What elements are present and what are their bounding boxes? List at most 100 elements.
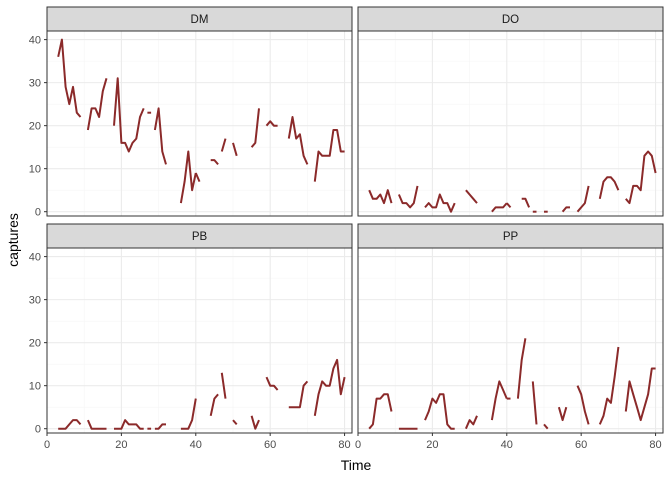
series-line-segment: [250, 108, 260, 148]
series-line-segment: [232, 419, 238, 426]
series-line-segment: [179, 150, 197, 204]
series-lines: [368, 150, 657, 213]
facet-panels: DM DO PB PP: [46, 6, 664, 434]
y-tick-label: 20: [29, 121, 41, 133]
y-tick-label: 10: [29, 381, 41, 393]
series-line-segment: [180, 398, 197, 430]
series-lines: [57, 38, 345, 204]
series-line-segment: [521, 197, 531, 208]
series-line-segment: [58, 419, 82, 430]
gridlines: [357, 248, 663, 433]
series-line-segment: [598, 346, 620, 425]
x-tick-label: 40: [190, 439, 202, 451]
series-line-segment: [561, 206, 570, 213]
series-line-segment: [598, 176, 620, 200]
panel-background: [358, 248, 663, 433]
y-tick-label: 40: [29, 35, 41, 47]
gridlines: [357, 31, 663, 216]
series-line-segment: [557, 406, 568, 422]
series-line-segment: [57, 38, 82, 118]
series-line-segment: [86, 78, 108, 131]
series-line-segment: [153, 107, 167, 165]
strip-background: [46, 6, 353, 32]
strip-label: DM: [191, 14, 209, 26]
x-axes: 0 20 40 60 80 0 20 40 60 80: [44, 433, 662, 451]
series-line-segment: [576, 385, 590, 425]
y-tick-label: 0: [35, 207, 41, 219]
x-tick-label: 0: [355, 439, 361, 451]
strip-label: PB: [192, 231, 208, 243]
y-tick-label: 10: [29, 164, 41, 176]
series-line-segment: [543, 423, 549, 430]
panel-border: [46, 30, 353, 217]
y-tick-label: 20: [29, 338, 41, 350]
x-tick-label: 80: [338, 439, 350, 451]
y-tick-label: 30: [29, 295, 41, 307]
series-line-segment: [368, 189, 393, 205]
strip-label: PP: [503, 231, 519, 243]
strip-background: [46, 223, 353, 249]
panel-pp: PP: [357, 223, 664, 434]
panel-pb: PB: [46, 223, 353, 434]
series-line-segment: [210, 159, 219, 166]
series-line-segment: [265, 376, 279, 391]
series-line-segment: [313, 358, 346, 416]
x-tick-label: 20: [426, 439, 438, 451]
series-line-segment: [576, 185, 590, 213]
panel-border: [357, 247, 664, 434]
series-line-segment: [624, 367, 656, 422]
x-tick-label: 60: [264, 439, 276, 451]
series-line-segment: [287, 116, 309, 165]
y-tick-label: 0: [35, 424, 41, 436]
strip-background: [357, 6, 664, 32]
series-line-segment: [516, 338, 527, 399]
panel-border: [357, 30, 664, 217]
panel-background: [358, 31, 663, 216]
series-lines: [368, 338, 656, 430]
series-line-segment: [424, 393, 455, 430]
panel-background: [47, 31, 352, 216]
series-line-segment: [86, 419, 107, 430]
gridlines: [46, 31, 352, 216]
x-tick-label: 60: [575, 439, 587, 451]
series-line-segment: [465, 189, 478, 204]
x-axis-title: Time: [341, 457, 372, 473]
y-tick-label: 30: [29, 78, 41, 90]
series-line-segment: [114, 419, 144, 430]
y-axis-title: captures: [5, 213, 21, 267]
series-line-segment: [194, 172, 201, 182]
series-lines: [58, 358, 346, 430]
panel-border: [46, 247, 353, 434]
series-line-segment: [490, 380, 508, 421]
series-line-segment: [368, 393, 393, 430]
x-tick-label: 0: [44, 439, 50, 451]
series-line-segment: [464, 415, 478, 430]
series-line-segment: [288, 380, 309, 409]
series-line-segment: [232, 142, 238, 157]
series-line-segment: [313, 129, 345, 182]
series-line-segment: [491, 202, 508, 213]
series-line-segment: [220, 372, 227, 399]
strip-background: [357, 223, 664, 249]
series-line-segment: [250, 415, 260, 430]
series-line-segment: [265, 120, 278, 127]
y-tick-label: 40: [29, 252, 41, 264]
strip-label: DO: [502, 14, 519, 26]
series-line-segment: [424, 193, 456, 213]
x-tick-label: 20: [115, 439, 127, 451]
x-tick-label: 40: [501, 439, 513, 451]
x-tick-label: 80: [649, 439, 661, 451]
series-line-segment: [113, 77, 145, 153]
series-line-segment: [506, 202, 512, 209]
series-line-segment: [209, 393, 219, 417]
panel-dm: DM: [46, 6, 353, 217]
panel-background: [47, 248, 352, 433]
y-axes: 0 10 20 30 40 0 10 20 30 40: [29, 35, 47, 436]
series-line-segment: [397, 185, 419, 209]
series-line-segment: [531, 381, 538, 425]
series-line-segment: [154, 423, 166, 430]
series-line-segment: [220, 138, 227, 152]
panel-do: DO: [357, 6, 664, 217]
series-line-segment: [625, 150, 657, 205]
